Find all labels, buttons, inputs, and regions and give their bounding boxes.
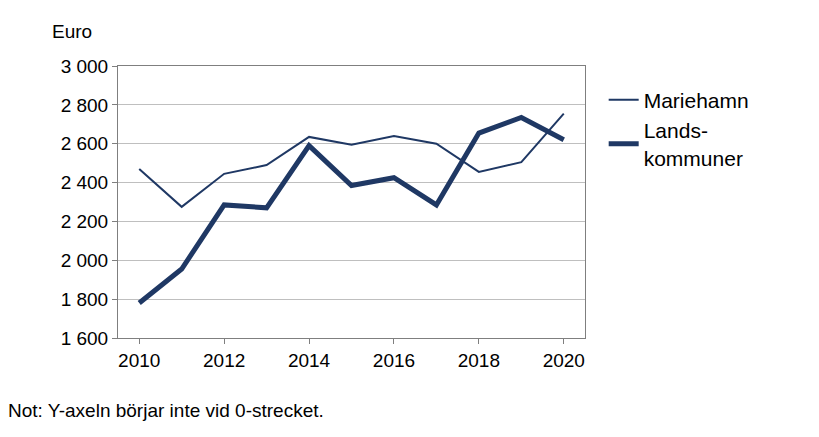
svg-text:Lands-kommuner: Lands-kommuner — [644, 119, 743, 169]
svg-text:2018: 2018 — [458, 350, 500, 371]
svg-text:2010: 2010 — [118, 350, 160, 371]
svg-text:2 800: 2 800 — [61, 95, 109, 116]
svg-text:Not: Y-axeln börjar inte vid 0: Not: Y-axeln börjar inte vid 0-strecket. — [8, 400, 324, 421]
svg-text:2016: 2016 — [373, 350, 415, 371]
svg-text:1 600: 1 600 — [61, 328, 109, 349]
svg-text:2 600: 2 600 — [61, 133, 109, 154]
svg-text:2012: 2012 — [203, 350, 245, 371]
svg-text:2 200: 2 200 — [61, 211, 109, 232]
svg-text:1 800: 1 800 — [61, 289, 109, 310]
svg-text:Euro: Euro — [52, 21, 92, 42]
svg-text:Mariehamn: Mariehamn — [644, 89, 749, 112]
svg-text:2 400: 2 400 — [61, 172, 109, 193]
svg-text:2020: 2020 — [543, 350, 585, 371]
svg-text:2014: 2014 — [288, 350, 331, 371]
svg-text:3 000: 3 000 — [61, 56, 109, 77]
svg-text:2 000: 2 000 — [61, 250, 109, 271]
